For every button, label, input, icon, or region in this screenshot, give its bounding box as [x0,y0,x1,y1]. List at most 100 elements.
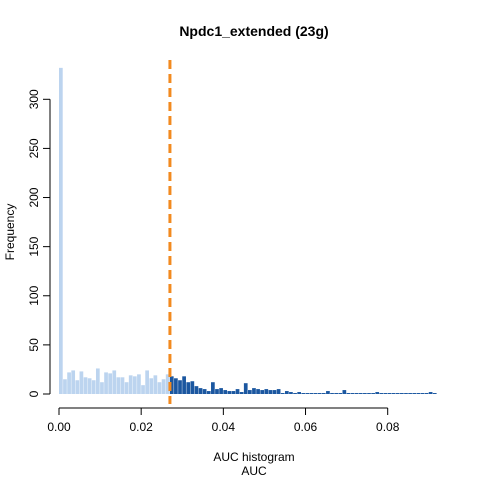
histogram-bar [128,375,133,394]
x-axis-label: AUC [241,464,267,478]
histogram-bar [289,392,293,394]
histogram-bar [186,382,191,394]
histogram-bar [104,372,108,394]
histogram-bar [346,393,351,394]
histogram-bar [87,378,92,394]
histogram-bar [280,393,285,394]
y-tick-label: 0 [27,390,41,397]
histogram-bar [408,393,412,394]
histogram-bar [161,379,166,394]
histogram-bar [326,391,330,394]
histogram-bar [223,390,228,394]
x-axis: 0.00 0.02 0.04 0.06 0.08 [47,407,400,434]
histogram-bar [412,393,417,394]
histogram-bar [379,393,384,394]
histogram-bar [309,393,314,394]
histogram-bar [59,67,63,395]
histogram-bar [293,393,297,394]
histogram-bar [182,376,186,394]
histogram-bar [83,377,88,394]
histogram-bar [350,393,355,394]
x-tick-label: 0.04 [212,420,236,434]
histogram-bar [190,381,195,394]
histogram-bar [112,370,117,394]
histogram-bar [95,368,100,394]
histogram-bar [75,380,80,394]
x-tick-label: 0.06 [294,420,318,434]
histogram-bar [420,393,425,394]
histogram-bar [149,378,154,394]
x-tick-label: 0.02 [129,420,153,434]
histogram-bar [404,393,408,394]
histogram-bar [120,377,125,394]
x-tick-label: 0.00 [47,420,71,434]
histogram-bar [235,389,240,394]
x-axis-subtitle: AUC histogram [213,450,294,464]
y-tick-label: 250 [27,138,41,158]
histogram-bar [211,382,215,394]
histogram-bar [231,391,236,394]
histogram-bar [169,376,174,394]
histogram-bar [367,393,371,394]
histogram-bar [383,393,388,394]
y-axis-label: Frequency [3,204,17,261]
histogram-bar [305,393,310,394]
histogram-bar [198,388,203,394]
histogram-bar [395,393,400,394]
histogram-bar [313,393,318,394]
histogram-bar [268,390,273,394]
histogram-bar [153,375,158,394]
histogram-bar [165,374,170,394]
histogram-bar [321,393,326,394]
histogram-bar [260,390,265,394]
histogram-bar [248,390,252,394]
y-tick-label: 50 [27,338,41,352]
histogram-bar [334,393,338,394]
histogram-bar [79,371,84,394]
histogram-bar [174,378,178,394]
histogram-bar [424,393,429,394]
histogram-bar [301,393,306,394]
histogram-bar [264,389,269,394]
histogram-bar [432,393,437,394]
histogram-bar [132,376,137,394]
histogram-bar [91,380,96,394]
histogram-bar [284,391,289,394]
chart-title: Npdc1_extended (23g) [179,23,328,39]
histogram-bar [63,379,67,394]
histogram-bar [116,377,121,394]
histogram-bar [358,393,363,394]
y-tick-label: 300 [27,89,41,109]
y-axis: 0 50 100 150 200 250 300 [27,89,51,397]
histogram-bar [227,391,232,394]
x-tick-label: 0.08 [376,420,400,434]
histogram-bar [363,393,367,394]
histogram-bar [194,386,199,394]
histogram-bar [178,380,182,394]
histogram-bar [375,392,380,394]
histogram-bar [71,370,76,394]
histogram-bar [317,393,322,394]
histogram-bar [206,391,211,394]
histogram-bar [67,372,71,394]
histogram-bar [252,388,256,394]
histogram-bar [342,390,347,394]
histogram-bar [400,393,404,394]
histogram-bar [243,383,248,394]
y-tick-label: 100 [27,285,41,305]
histogram-bar [371,393,375,394]
histogram-bar [276,389,281,394]
histogram-bar [428,392,433,394]
histogram-bar [354,393,359,394]
histogram-bar [124,382,129,394]
histogram-bar [387,393,392,394]
histogram-bar [297,392,302,394]
histogram-bar [256,389,260,394]
histogram-bar [219,388,223,394]
histogram-bar [202,389,207,394]
histogram-bars [59,67,437,395]
histogram-bar [141,385,145,394]
histogram-bar [157,382,162,394]
histogram-bar [100,382,104,394]
